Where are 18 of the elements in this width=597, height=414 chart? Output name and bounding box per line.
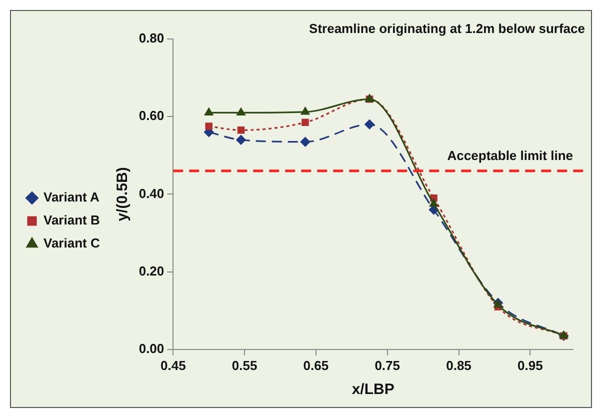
ref-line-label: Acceptable limit line (447, 148, 573, 163)
y-tick-label: 0.00 (138, 340, 164, 356)
x-axis-title: x/LBP (352, 381, 394, 398)
x-tick-label: 0.45 (160, 358, 186, 373)
text: Streamline originating at 1.2m below surface (309, 21, 585, 36)
y-tick-label: 0.40 (138, 186, 164, 201)
legend-label: Variant B (44, 212, 100, 228)
x-tick-label: 0.85 (446, 358, 472, 373)
x-tick-label: 0.55 (232, 358, 258, 373)
y-axis-title: y/(0.5B) (114, 167, 131, 222)
y-tick-label: 0.20 (138, 263, 164, 278)
legend-label: Variant C (44, 236, 100, 251)
y-tick-label: 0.60 (138, 108, 164, 124)
y-tick-label: 0.80 (138, 30, 164, 46)
legend-label: Variant A (44, 190, 100, 205)
x-tick-label: 0.65 (303, 358, 329, 373)
x-tick-label: 0.75 (374, 358, 400, 373)
x-tick-label: 0.95 (518, 358, 543, 373)
